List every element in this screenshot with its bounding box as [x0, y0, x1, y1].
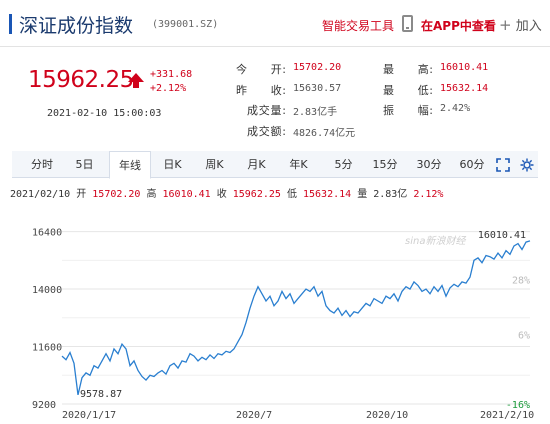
ohlc-low-label: 低 [286, 189, 297, 200]
price-change: +331.68 +2.12% [150, 68, 192, 96]
tab-intraday[interactable]: 分时 [31, 158, 53, 171]
fullscreen-icon[interactable] [496, 158, 510, 172]
x-tick-label: 2021/2/10 [480, 410, 534, 421]
ohlc-open-label: 开 [76, 189, 87, 200]
add-label: 加入 [515, 19, 542, 34]
y-tick-label-left: 9200 [32, 400, 56, 411]
tab-daily-k[interactable]: 日K [163, 158, 182, 171]
header: 深证成份指数 (399001.SZ) 智能交易工具 在APP中查看 + 加入 [0, 0, 550, 46]
ohlc-high: 16010.41 [162, 189, 211, 200]
volume-label: 成交量: [247, 104, 286, 117]
ohlc-open: 15702.20 [92, 189, 141, 200]
interval-tabs: 分时 5日 年线 日K 周K 月K 年K 5分 15分 30分 60分 [12, 151, 538, 179]
phone-icon [402, 15, 413, 32]
tab-yearly-k[interactable]: 年K [289, 158, 308, 171]
min-value-label: 9578.87 [80, 389, 122, 400]
prev-close-label: 昨 收: [236, 84, 286, 97]
smart-trading-tools-link[interactable]: 智能交易工具 [322, 19, 395, 33]
amplitude-value: 2.42% [440, 103, 471, 114]
open-value: 15702.20 [293, 62, 342, 73]
ohlc-close-label: 收 [216, 189, 227, 200]
y-tick-label-left: 11600 [32, 343, 62, 354]
low-label: 最 低: [383, 84, 433, 97]
tab-15-min[interactable]: 15分 [372, 158, 398, 171]
volume-value: 2.83亿手 [293, 107, 338, 118]
current-price: 15962.25 [28, 67, 134, 93]
price-line [61, 240, 531, 396]
max-value-label: 16010.41 [478, 230, 526, 241]
quote-timestamp: 2021-02-10 15:00:03 [47, 108, 162, 119]
tab-year-line[interactable]: 年线 [109, 151, 151, 179]
title-accent-bar [9, 14, 12, 34]
ohlc-volume: 2.83亿 [373, 189, 408, 200]
up-arrow-icon [128, 73, 144, 82]
x-tick-label: 2020/7 [236, 410, 272, 421]
y-tick-label-right: 28% [512, 275, 530, 286]
tab-30-min[interactable]: 30分 [416, 158, 442, 171]
amplitude-label: 振 幅: [383, 104, 433, 117]
tab-5-day[interactable]: 5日 [75, 158, 94, 171]
y-tick-label-left: 14000 [32, 285, 62, 296]
sina-watermark: sina新浪财经 [405, 235, 466, 247]
security-code: (399001.SZ) [152, 19, 219, 30]
y-tick-label-right: 6% [518, 331, 530, 342]
high-label: 最 高: [383, 63, 433, 76]
x-tick-label: 2020/10 [366, 410, 408, 421]
settings-icon[interactable] [520, 158, 534, 172]
tab-5-min[interactable]: 5分 [334, 158, 353, 171]
high-value: 16010.41 [440, 62, 489, 73]
prev-close-value: 15630.57 [293, 83, 342, 94]
tab-60-min[interactable]: 60分 [459, 158, 485, 171]
ohlc-volume-label: 量 [357, 189, 368, 200]
open-label: 今 开: [236, 63, 286, 76]
tab-monthly-k[interactable]: 月K [247, 158, 266, 171]
ohlc-close: 15962.25 [232, 189, 281, 200]
add-to-watchlist-button[interactable]: + 加入 [499, 15, 542, 34]
ohlc-date: 2021/02/10 [10, 189, 71, 200]
y-tick-label-left: 16400 [32, 228, 62, 239]
page-title: 深证成份指数 [19, 15, 134, 37]
x-tick-label: 2020/1/17 [62, 410, 116, 421]
amount-label: 成交额: [247, 125, 286, 138]
y-tick-label-right: -16% [506, 400, 530, 411]
low-value: 15632.14 [440, 83, 489, 94]
plus-icon: + [499, 16, 512, 34]
change-percent: +2.12% [150, 83, 187, 94]
ohlc-pct: 2.12% [413, 189, 444, 200]
header-divider [0, 46, 550, 47]
tab-weekly-k[interactable]: 周K [205, 158, 224, 171]
view-in-app-link[interactable]: 在APP中查看 [421, 19, 496, 33]
price-chart[interactable]: 16400 14000 11600 9200 28% 6% -16% sina新浪财经 1601… [0, 200, 550, 424]
amount-value: 4826.74亿元 [293, 128, 356, 139]
ohlc-low: 15632.14 [302, 189, 352, 200]
ohlc-high-label: 高 [146, 189, 157, 200]
ohlc-bar: 2021/02/10 开 15702.20 高 16010.41 收 15962… [10, 185, 443, 200]
up-arrow-stem [133, 81, 139, 88]
change-value: +331.68 [150, 69, 193, 80]
